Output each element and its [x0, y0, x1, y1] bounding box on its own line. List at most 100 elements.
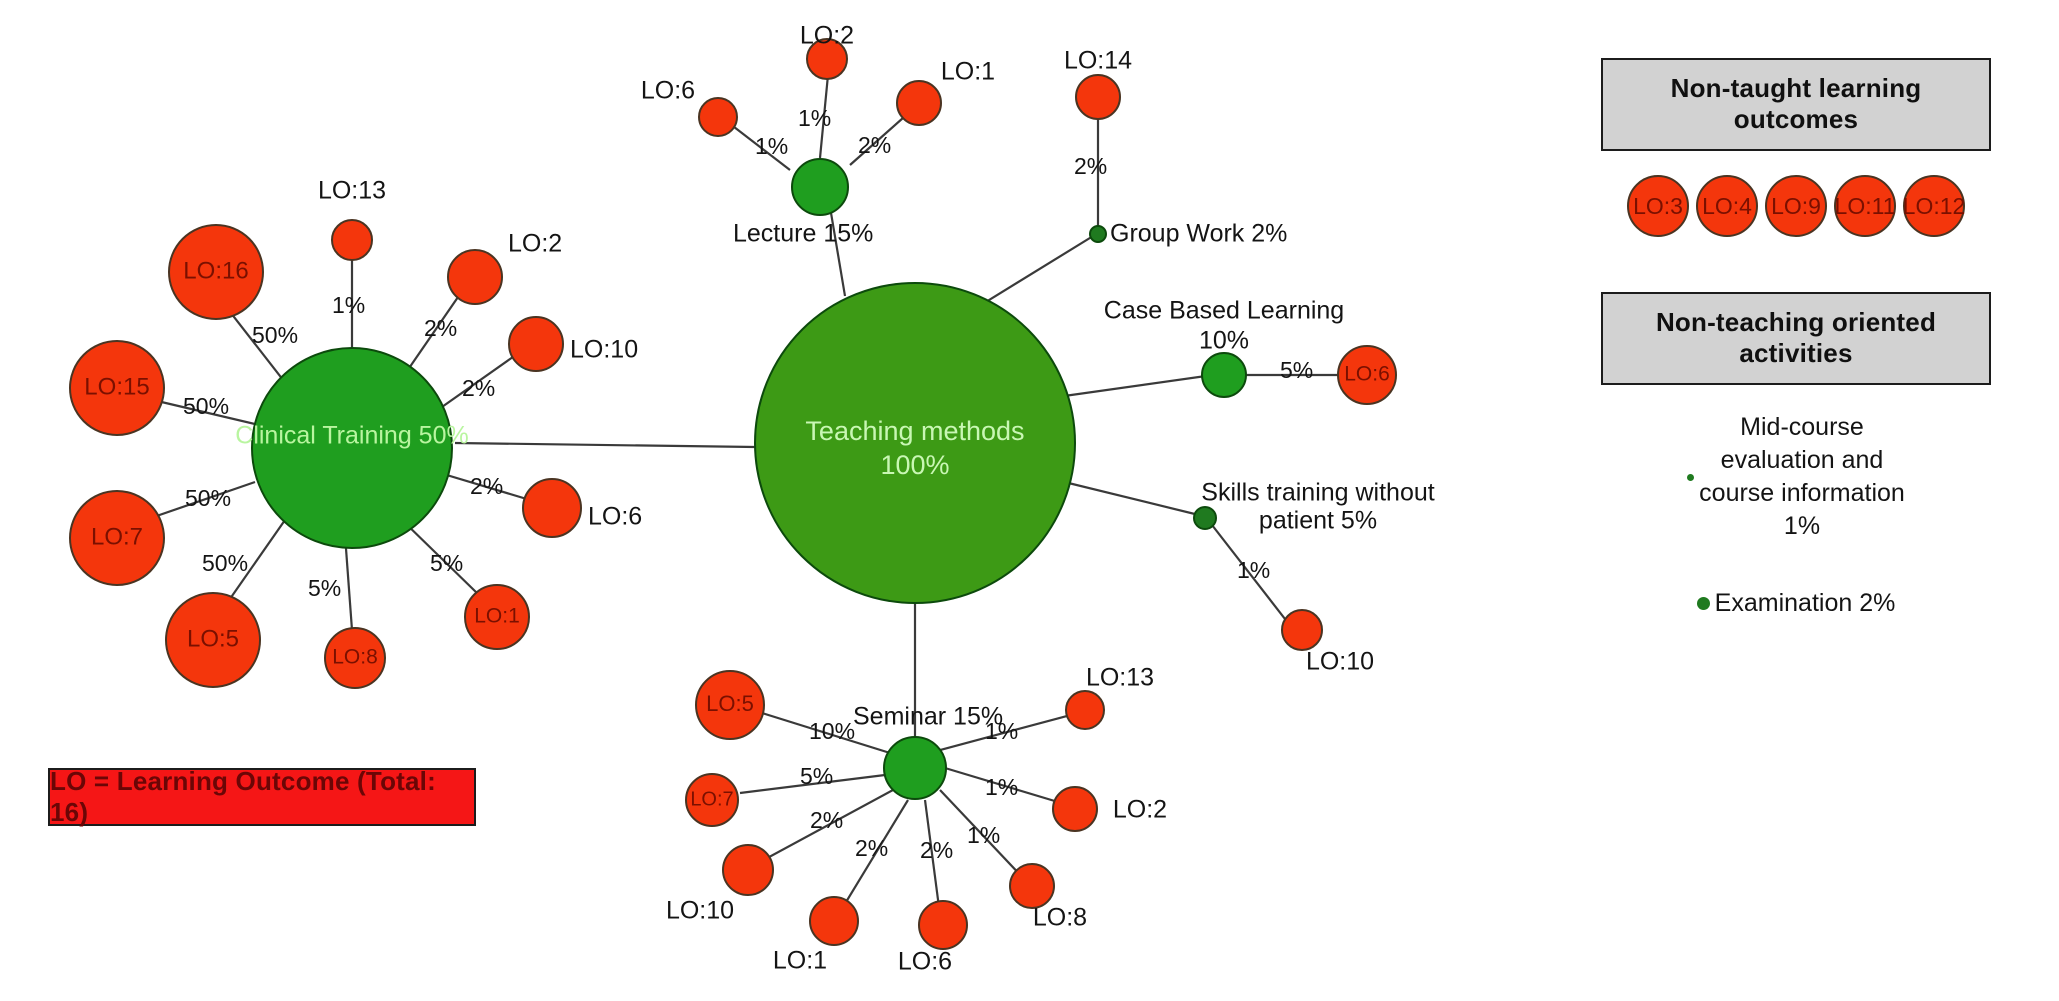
legend-non-taught-items: LO:3 LO:4 LO:9 LO:11 LO:12: [1601, 175, 1991, 237]
edge-weight-lecture-2: 2%: [858, 132, 891, 158]
edge-weight-seminar-7: 1%: [985, 718, 1018, 744]
clinical-edge-labels: 50% 50% 50% 50% 5% 5% 2% 2% 2% 1%: [183, 292, 503, 601]
lo-node-clinical-4[interactable]: LO:8: [324, 627, 386, 689]
lo-node-seminar-2-label: LO:10: [666, 897, 734, 925]
edge-root-casebased: [1049, 373, 1214, 400]
legend-non-teaching-panel: Non-teaching oriented activities Mid-cou…: [1601, 292, 1991, 620]
lo-node-clinical-3[interactable]: LO:5: [165, 592, 261, 688]
lo-node-lecture-2-label: LO:1: [941, 58, 995, 86]
edge-weight-seminar-2: 2%: [810, 807, 843, 833]
edge-clinical-lo8: [343, 534, 354, 631]
lo-node-clinical-7[interactable]: LO:10: [508, 316, 638, 372]
edge-weight-seminar-4: 2%: [920, 837, 953, 863]
edge-seminar-lo5: [761, 711, 891, 755]
lo-node-groupwork-0-label: LO:14: [1064, 47, 1132, 75]
node-seminar[interactable]: Seminar 15%: [853, 703, 1003, 800]
lo-node-casebased-0[interactable]: LO:6: [1337, 345, 1397, 405]
lo-node-seminar-5[interactable]: LO:8: [1009, 863, 1087, 932]
lo-node-seminar-1[interactable]: LO:7: [685, 773, 739, 827]
lo-legend-text: LO = Learning Outcome (Total: 16): [50, 766, 436, 827]
activity-item-1-label: Examination 2%: [1714, 589, 1896, 617]
lo-node-lecture-0[interactable]: LO:6: [641, 77, 738, 137]
case-based-lo-nodes: LO:6 5%: [1280, 345, 1397, 405]
lo-node-seminar-3-label: LO:1: [773, 947, 827, 975]
lo-node-clinical-7-label: LO:10: [570, 336, 638, 364]
edge-lecture-lo2: [818, 74, 830, 159]
edge-weight-seminar-6: 1%: [985, 774, 1018, 800]
activity-item-0[interactable]: Mid-course evaluation and course informa…: [1601, 411, 1991, 543]
lo-node-seminar-6-label: LO:2: [1113, 796, 1167, 824]
lo-node-clinical-9[interactable]: LO:13: [318, 177, 386, 261]
group-work-lo-nodes: LO:14 2%: [1064, 47, 1132, 179]
lo-node-seminar-0[interactable]: LO:5: [695, 670, 765, 740]
lo-node-clinical-2[interactable]: LO:7: [69, 490, 165, 586]
lo-node-seminar-5-label: LO:8: [1033, 904, 1087, 932]
lo-node-seminar-0-label: LO:5: [706, 691, 754, 716]
edge-lecture-lo1: [849, 109, 913, 166]
edge-seminar-lo7: [739, 773, 886, 795]
edge-clinical-lo2: [404, 283, 468, 375]
node-case-based-learning[interactable]: Case Based Learning 10%: [1104, 297, 1344, 398]
lo-node-seminar-6[interactable]: LO:2: [1052, 786, 1167, 832]
edge-weight-clinical-3: 50%: [202, 550, 248, 576]
edge-weight-clinical-7: 2%: [462, 375, 495, 401]
edge-root-skills: [1047, 476, 1204, 518]
lo-node-seminar-3[interactable]: LO:1: [773, 896, 859, 975]
lo-node-clinical-0[interactable]: LO:16: [168, 224, 264, 320]
edge-seminar-lo2: [944, 766, 1069, 807]
edge-weight-skills-0: 1%: [1237, 557, 1270, 583]
lo-node-clinical-9-label: LO:13: [318, 177, 386, 205]
edge-weight-clinical-0: 50%: [252, 322, 298, 348]
edge-clinical-lo5: [224, 519, 286, 607]
lo-node-lecture-1[interactable]: LO:2: [800, 22, 854, 80]
lo-node-seminar-4-label: LO:6: [898, 948, 952, 976]
node-case-based-label-line2: 10%: [1199, 327, 1249, 355]
lo-node-seminar-7[interactable]: LO:13: [1065, 664, 1154, 730]
green-dot-icon: [1696, 597, 1710, 610]
edge-seminar-lo1: [842, 799, 909, 908]
legend-lo-chip-2[interactable]: LO:9: [1765, 175, 1827, 237]
node-group-work[interactable]: Group Work 2%: [1089, 220, 1287, 248]
legend-lo-chip-4[interactable]: LO:12: [1903, 175, 1965, 237]
node-skills-label-line2: patient 5%: [1259, 507, 1377, 535]
edge-clinical-lo15: [152, 398, 256, 426]
lo-node-seminar-1-label: LO:7: [690, 788, 733, 810]
node-clinical-training[interactable]: Clinical Training 50%: [235, 347, 469, 549]
edge-weight-clinical-2: 50%: [185, 485, 231, 511]
edge-weight-lecture-0: 1%: [755, 133, 788, 159]
edge-weight-clinical-6: 2%: [470, 473, 503, 499]
node-teaching-methods[interactable]: Teaching methods 100%: [754, 282, 1076, 604]
edge-clinical-lo1: [399, 517, 479, 595]
activity-item-1[interactable]: Examination 2%: [1601, 587, 1991, 620]
legend-lo-chip-0[interactable]: LO:3: [1627, 175, 1689, 237]
edge-seminar-lo8: [939, 789, 1026, 881]
node-lecture[interactable]: Lecture 15%: [733, 158, 873, 248]
edge-weight-clinical-1: 50%: [183, 393, 229, 419]
seminar-edge-labels: 10% 5% 2% 2% 2% 1% 1% 1%: [800, 718, 1018, 863]
lo-node-seminar-4[interactable]: LO:6: [898, 900, 968, 976]
lo-node-clinical-8[interactable]: LO:2: [447, 230, 562, 305]
edge-weight-casebased-0: 5%: [1280, 357, 1313, 383]
lo-node-lecture-1-label: LO:2: [800, 22, 854, 50]
lo-node-clinical-5[interactable]: LO:1: [464, 584, 530, 650]
node-seminar-label: Seminar 15%: [853, 703, 1003, 731]
node-skills-training[interactable]: Skills training without patient 5%: [1193, 479, 1435, 535]
edge-weight-seminar-1: 5%: [800, 763, 833, 789]
lo-node-seminar-2[interactable]: LO:10: [666, 844, 774, 925]
edge-weight-lecture-1: 1%: [798, 105, 831, 131]
lo-node-clinical-1[interactable]: LO:15: [69, 340, 165, 436]
lo-node-skills-0[interactable]: LO:10: [1281, 609, 1374, 676]
node-teaching-methods-label-line1: Teaching methods: [805, 416, 1024, 446]
lo-node-lecture-2[interactable]: LO:1: [896, 58, 995, 126]
lo-node-clinical-6-label: LO:6: [588, 503, 642, 531]
legend-lo-chip-1[interactable]: LO:4: [1696, 175, 1758, 237]
lo-node-clinical-2-label: LO:7: [91, 523, 143, 550]
legend-non-taught-panel: Non-taught learning outcomes LO:3 LO:4 L…: [1601, 58, 1991, 237]
lo-node-casebased-0-label: LO:6: [1344, 363, 1390, 386]
edge-lecture-lo6: [724, 119, 791, 171]
lo-node-groupwork-0[interactable]: LO:14: [1064, 47, 1132, 120]
legend-lo-chip-3[interactable]: LO:11: [1834, 175, 1896, 237]
lecture-edge-labels: 1% 1% 2%: [755, 105, 891, 159]
lo-node-clinical-6[interactable]: LO:6: [522, 478, 642, 538]
clinical-lo-nodes: LO:16 LO:15 LO:7 LO:5 LO:8: [69, 177, 642, 689]
